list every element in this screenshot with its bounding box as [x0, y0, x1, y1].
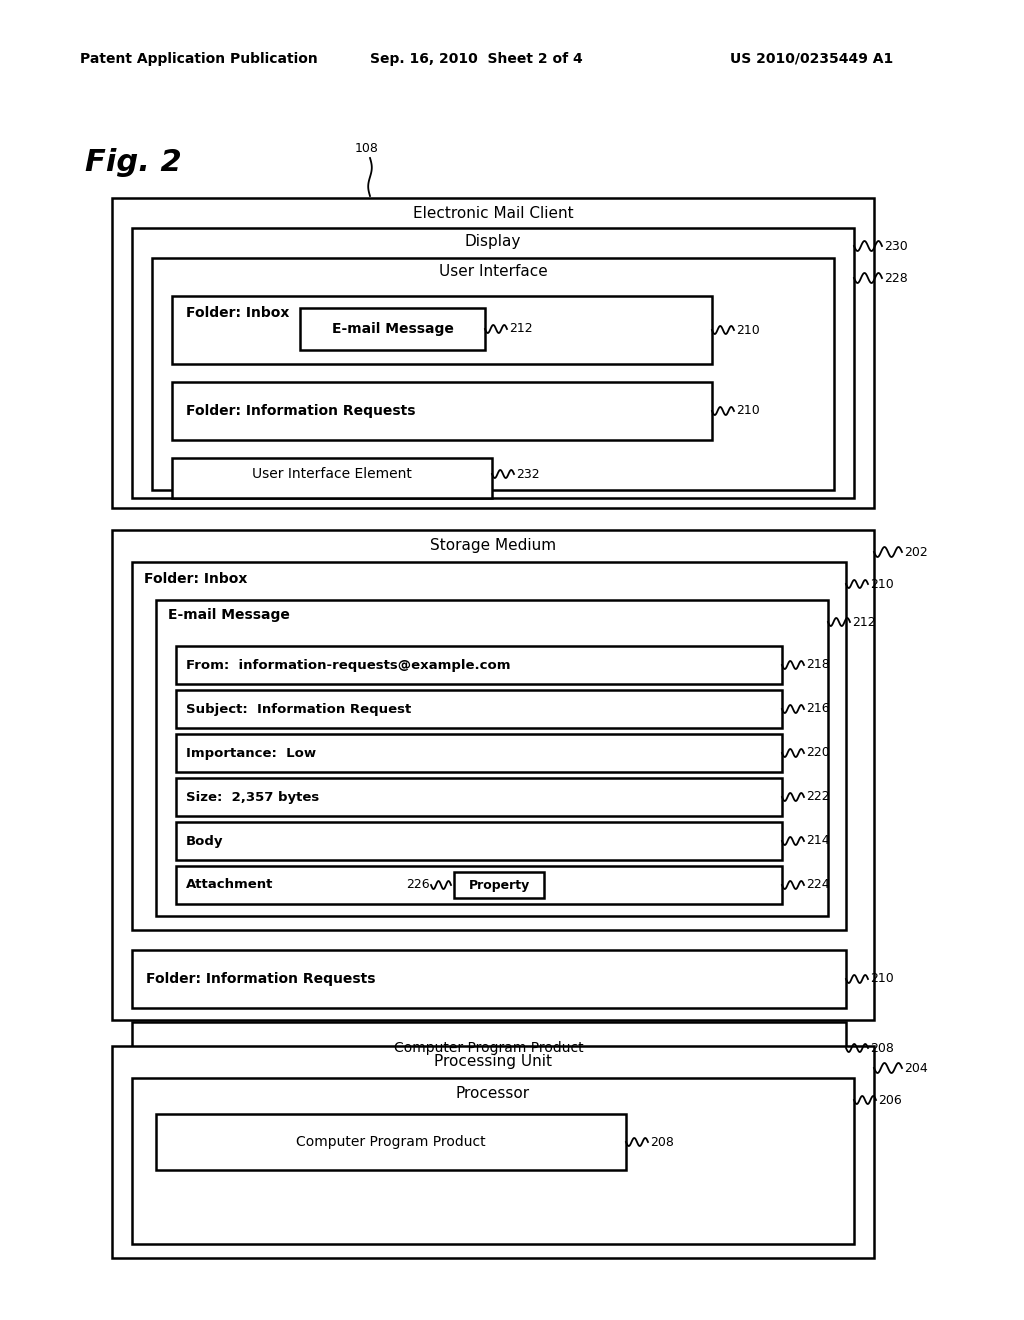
- Text: 222: 222: [806, 791, 829, 804]
- Bar: [172, 458, 492, 498]
- Text: 228: 228: [884, 272, 907, 285]
- Text: Folder: Inbox: Folder: Inbox: [144, 572, 248, 586]
- Bar: [152, 257, 834, 490]
- Text: Subject:  Information Request: Subject: Information Request: [186, 702, 412, 715]
- Text: 208: 208: [870, 1041, 894, 1055]
- Text: User Interface: User Interface: [438, 264, 548, 279]
- Bar: [176, 777, 782, 816]
- Bar: [176, 690, 782, 729]
- Text: Folder: Inbox: Folder: Inbox: [186, 306, 290, 319]
- Text: Importance:  Low: Importance: Low: [186, 747, 316, 759]
- Text: 212: 212: [852, 615, 876, 628]
- Bar: [172, 296, 712, 364]
- Text: Storage Medium: Storage Medium: [430, 539, 556, 553]
- Text: 204: 204: [904, 1061, 928, 1074]
- Text: E-mail Message: E-mail Message: [332, 322, 454, 337]
- Bar: [112, 1045, 874, 1258]
- Text: User Interface Element: User Interface Element: [252, 467, 412, 480]
- Text: Computer Program Product: Computer Program Product: [296, 1135, 485, 1148]
- Text: Processor: Processor: [456, 1086, 530, 1101]
- Bar: [132, 562, 846, 931]
- Text: Electronic Mail Client: Electronic Mail Client: [413, 206, 573, 220]
- Bar: [176, 734, 782, 772]
- Text: Sep. 16, 2010  Sheet 2 of 4: Sep. 16, 2010 Sheet 2 of 4: [370, 51, 583, 66]
- Text: 212: 212: [509, 322, 532, 335]
- Text: 210: 210: [870, 578, 894, 590]
- Bar: [112, 531, 874, 1020]
- Text: Body: Body: [186, 834, 223, 847]
- Text: 224: 224: [806, 879, 829, 891]
- Text: E-mail Message: E-mail Message: [168, 609, 290, 622]
- Bar: [132, 1022, 846, 1074]
- Bar: [172, 381, 712, 440]
- Bar: [176, 822, 782, 861]
- Text: 210: 210: [870, 973, 894, 986]
- Text: 206: 206: [878, 1093, 902, 1106]
- Text: 108: 108: [355, 143, 379, 154]
- Bar: [132, 228, 854, 498]
- Text: 202: 202: [904, 545, 928, 558]
- Text: 226: 226: [406, 879, 430, 891]
- Text: 210: 210: [736, 404, 760, 417]
- Text: Display: Display: [465, 234, 521, 249]
- Bar: [300, 308, 485, 350]
- Text: Folder: Information Requests: Folder: Information Requests: [186, 404, 416, 418]
- Text: 218: 218: [806, 659, 829, 672]
- Text: Folder: Information Requests: Folder: Information Requests: [146, 972, 376, 986]
- Text: 216: 216: [806, 702, 829, 715]
- Bar: [156, 1114, 626, 1170]
- Text: 230: 230: [884, 239, 907, 252]
- Text: 214: 214: [806, 834, 829, 847]
- Text: Attachment: Attachment: [186, 879, 273, 891]
- Text: US 2010/0235449 A1: US 2010/0235449 A1: [730, 51, 893, 66]
- Text: Size:  2,357 bytes: Size: 2,357 bytes: [186, 791, 319, 804]
- Text: Property: Property: [468, 879, 529, 891]
- Text: 220: 220: [806, 747, 829, 759]
- Bar: [176, 866, 782, 904]
- Bar: [176, 645, 782, 684]
- Text: Processing Unit: Processing Unit: [434, 1053, 552, 1069]
- Bar: [112, 198, 874, 508]
- Text: Computer Program Product: Computer Program Product: [394, 1041, 584, 1055]
- Text: 232: 232: [516, 467, 540, 480]
- Text: Fig. 2: Fig. 2: [85, 148, 181, 177]
- Text: From:  information-requests@example.com: From: information-requests@example.com: [186, 659, 511, 672]
- Text: 210: 210: [736, 323, 760, 337]
- Bar: [454, 873, 544, 898]
- Text: 208: 208: [650, 1135, 674, 1148]
- Bar: [156, 601, 828, 916]
- Bar: [132, 1078, 854, 1243]
- Bar: [132, 950, 846, 1008]
- Text: Patent Application Publication: Patent Application Publication: [80, 51, 317, 66]
